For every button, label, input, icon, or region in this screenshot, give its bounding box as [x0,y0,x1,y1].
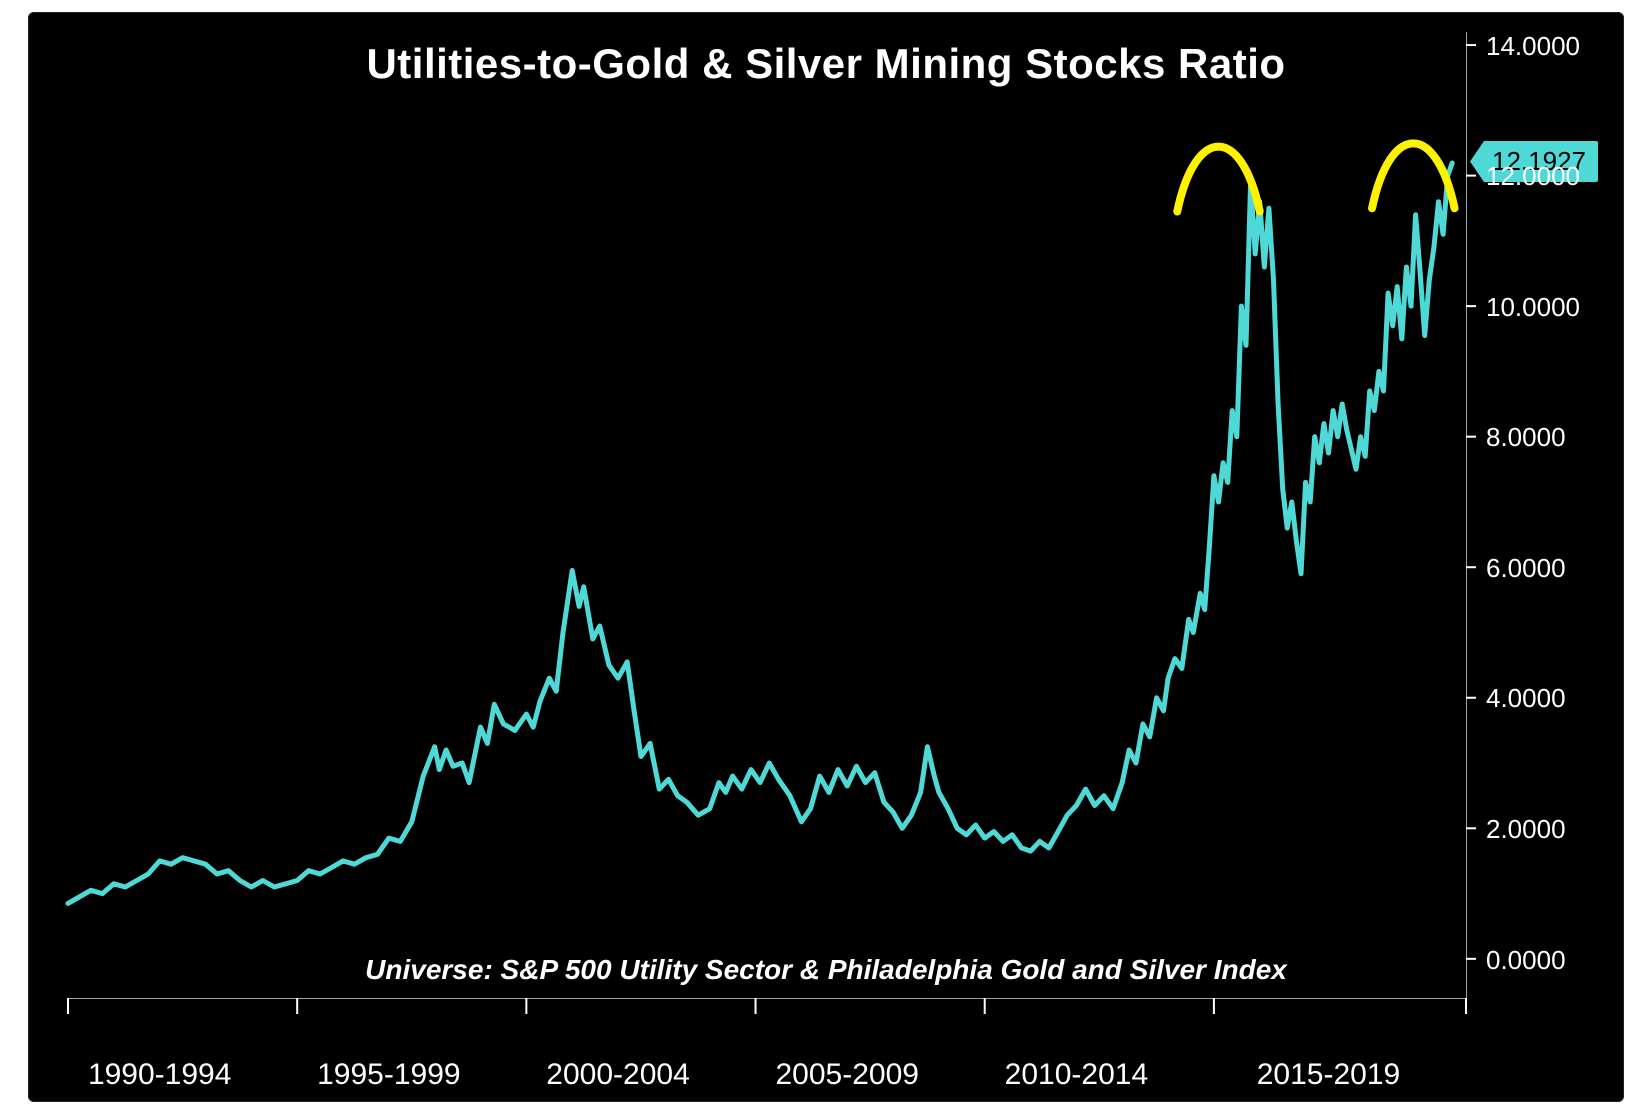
x-tick-label: 2010-2014 [1005,1058,1148,1092]
x-tick-label: 1995-1999 [317,1058,460,1092]
y-tick-label: 6.0000 [1486,553,1566,584]
x-tick-label: 2005-2009 [775,1058,918,1092]
y-tick-label: 14.0000 [1486,31,1580,62]
y-tick-label: 2.0000 [1486,814,1566,845]
chart-subtitle: Universe: S&P 500 Utility Sector & Phila… [28,954,1624,986]
x-tick-label: 1990-1994 [88,1058,231,1092]
y-tick-label: 8.0000 [1486,422,1566,453]
chart-card: Utilities-to-Gold & Silver Mining Stocks… [28,12,1624,1102]
y-tick-label: 4.0000 [1486,683,1566,714]
y-tick-label: 0.0000 [1486,945,1566,976]
y-tick-label: 10.0000 [1486,292,1580,323]
x-tick-label: 2015-2019 [1257,1058,1400,1092]
page-frame: Utilities-to-Gold & Silver Mining Stocks… [0,0,1646,1117]
x-tick-label: 2000-2004 [546,1058,689,1092]
y-tick-label: 12.0000 [1486,161,1580,192]
chart-plot-svg [28,12,1624,1102]
